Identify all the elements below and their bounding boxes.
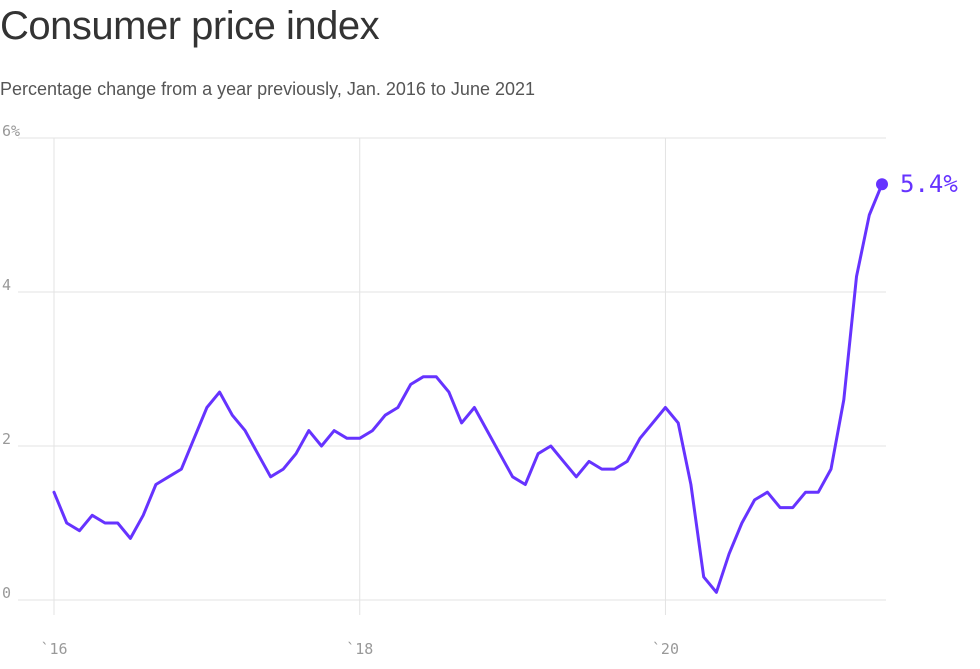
y-gridlines [18,137,886,601]
x-axis-ticks: `16 `18 `20 [40,640,679,658]
last-data-point [876,178,888,191]
y-tick-label: 4 [2,276,11,294]
y-tick-label: 0 [2,584,11,602]
y-tick-label: 2 [2,430,11,448]
x-tick-label: `16 [40,640,67,658]
x-tick-label: `18 [346,640,373,658]
x-tick-label: `20 [652,640,679,658]
y-axis-ticks: 0 2 4 6% [2,122,20,602]
chart-title: Consumer price index [0,4,380,48]
y-tick-label: 6% [2,122,20,140]
x-gridlines [53,138,666,615]
cpi-series-line [52,182,884,594]
last-value-label: 5.4% [900,170,958,198]
chart-subtitle: Percentage change from a year previously… [0,79,536,99]
